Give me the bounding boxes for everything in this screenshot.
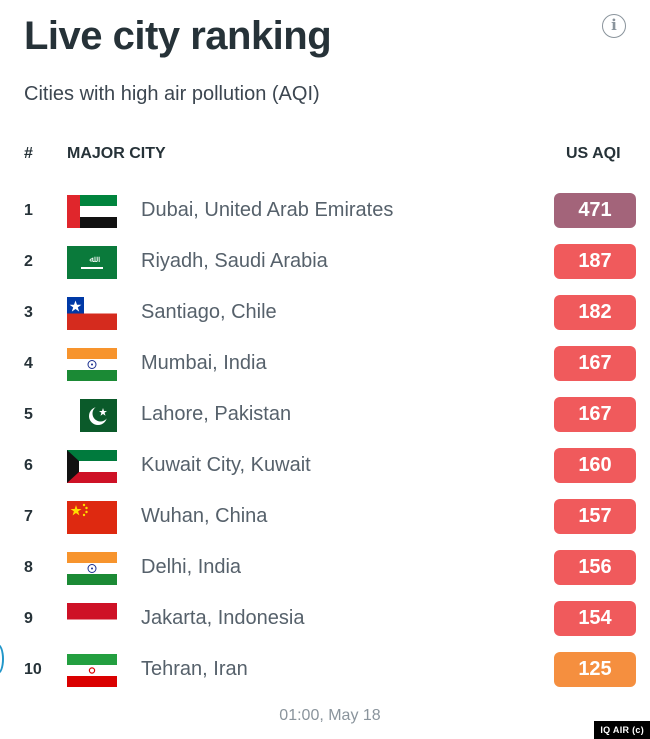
aqi-badge[interactable]: 156 (554, 550, 636, 585)
aqi-badge[interactable]: 187 (554, 244, 636, 279)
city-name[interactable]: Kuwait City, Kuwait (141, 454, 311, 476)
page-subtitle: Cities with high air pollution (AQI) (24, 83, 320, 105)
iran-flag-icon (67, 654, 117, 692)
kuwait-flag-icon (67, 450, 117, 488)
chile-flag-icon (67, 297, 117, 335)
saudi-arabia-flag-icon: ﷲ (67, 246, 117, 284)
rank-number: 1 (24, 202, 33, 219)
aqi-badge[interactable]: 471 (554, 193, 636, 228)
column-header-aqi: US AQI (566, 145, 621, 162)
city-row[interactable]: 9 Jakarta, Indonesia 154 (0, 594, 650, 645)
city-name[interactable]: Jakarta, Indonesia (141, 607, 305, 629)
city-row[interactable]: 1 Dubai, United Arab Emirates 471 (0, 186, 650, 237)
china-flag-icon (67, 501, 117, 539)
city-row[interactable]: 5 Lahore, Pakistan 167 (0, 390, 650, 441)
aqi-badge[interactable]: 167 (554, 397, 636, 432)
rank-number: 6 (24, 457, 33, 474)
city-name[interactable]: Tehran, Iran (141, 658, 248, 680)
column-header-rank: # (24, 145, 33, 162)
indonesia-flag-icon (67, 603, 117, 641)
city-row[interactable]: 10 Tehran, Iran 125 (0, 645, 650, 696)
city-name[interactable]: Lahore, Pakistan (141, 403, 292, 425)
city-row[interactable]: 8 Delhi, India 156 (0, 543, 650, 594)
image-credit: IQ AIR (c) (594, 721, 650, 739)
city-name[interactable]: Mumbai, India (141, 352, 267, 374)
info-icon[interactable]: i (602, 14, 626, 38)
ranking-list: 1 Dubai, United Arab Emirates 471 2 ﷲ Riyadh,… (0, 186, 650, 696)
column-header-city: MAJOR CITY (67, 145, 166, 162)
rank-number: 2 (24, 253, 33, 270)
city-name[interactable]: Santiago, Chile (141, 301, 277, 323)
aqi-badge[interactable]: 167 (554, 346, 636, 381)
india-flag-icon (67, 348, 117, 386)
city-name[interactable]: Wuhan, China (141, 505, 268, 527)
uae-flag-icon (67, 195, 117, 233)
rank-number: 9 (24, 610, 33, 627)
city-row[interactable]: 2 ﷲ Riyadh, Saudi Arabia 187 (0, 237, 650, 288)
india-flag-icon (67, 552, 117, 590)
rank-number: 5 (24, 406, 33, 423)
city-row[interactable]: 4 Mumbai, India 167 (0, 339, 650, 390)
city-name[interactable]: Delhi, India (141, 556, 242, 578)
pakistan-flag-icon (67, 399, 117, 437)
aqi-badge[interactable]: 182 (554, 295, 636, 330)
rank-number: 10 (24, 661, 42, 678)
rank-number: 8 (24, 559, 33, 576)
rank-number: 4 (24, 355, 33, 372)
update-timestamp: 01:00, May 18 (279, 707, 381, 724)
aqi-badge[interactable]: 157 (554, 499, 636, 534)
city-row[interactable]: 7 Wuhan, China 157 (0, 492, 650, 543)
city-row[interactable]: 3 Santiago, Chile 182 (0, 288, 650, 339)
city-name[interactable]: Dubai, United Arab Emirates (141, 199, 394, 221)
rank-number: 7 (24, 508, 33, 525)
city-row[interactable]: 6 Kuwait City, Kuwait 160 (0, 441, 650, 492)
rank-number: 3 (24, 304, 33, 321)
aqi-badge[interactable]: 160 (554, 448, 636, 483)
aqi-badge[interactable]: 154 (554, 601, 636, 636)
aqi-badge[interactable]: 125 (554, 652, 636, 687)
page-title: Live city ranking (24, 14, 332, 58)
city-name[interactable]: Riyadh, Saudi Arabia (141, 250, 328, 272)
